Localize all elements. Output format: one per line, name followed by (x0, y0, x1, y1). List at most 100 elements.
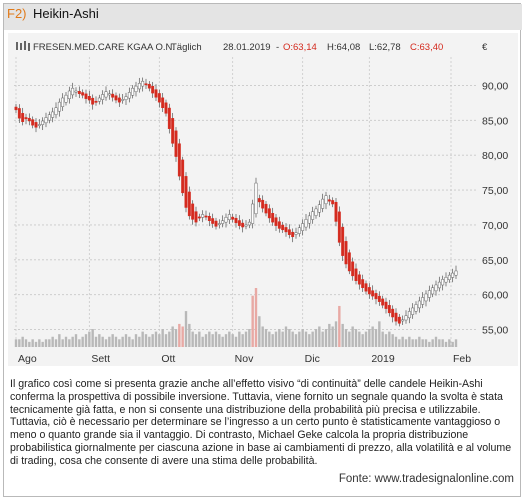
candle-down (181, 159, 185, 194)
volume-bar (394, 336, 398, 347)
info-close: C:63,40 (410, 42, 443, 53)
volume-bar (314, 329, 318, 347)
y-tick-label: 55,00 (482, 325, 508, 337)
volume-bar (338, 305, 341, 347)
volume-bar (98, 334, 101, 347)
candle-down (367, 287, 371, 295)
candle-up (137, 83, 141, 90)
volume-bar (444, 341, 448, 347)
volume-bar (111, 334, 114, 347)
candle-down (167, 107, 171, 129)
candle-down (144, 83, 148, 86)
candle-down (91, 97, 95, 105)
volume-bar (248, 329, 251, 347)
volume-bar (334, 321, 338, 347)
volume-bar (51, 336, 54, 347)
volume-bar (101, 336, 104, 347)
figure-label: F2) (7, 6, 27, 21)
candle-down (371, 290, 375, 297)
volume-bar (171, 326, 174, 347)
candle-down (241, 222, 245, 228)
candle-down (284, 227, 288, 233)
candle-up (421, 297, 425, 305)
candle-down (177, 143, 181, 177)
volume-bar (94, 336, 98, 347)
candle-up (67, 90, 71, 100)
candlestick-chart: FRESEN.MED.CARE KGAA O.N. Täglich 28.01.… (14, 41, 508, 365)
volume-bar (254, 288, 258, 347)
candle-up (74, 90, 78, 93)
candle-down (81, 92, 85, 96)
x-tick-label: Feb (453, 353, 471, 365)
volume-bar (158, 334, 161, 347)
info-interval: Täglich (171, 42, 202, 53)
volume-bar (198, 331, 201, 347)
volume-bar (184, 311, 188, 347)
candle-up (307, 215, 311, 224)
candle-down (31, 119, 35, 126)
candle-up (54, 107, 58, 115)
candle-up (121, 99, 125, 101)
volume-bar (194, 334, 198, 347)
volume-bar (298, 331, 301, 347)
info-open: O:63,14 (283, 42, 317, 53)
candle-up (41, 120, 45, 125)
candle-up (254, 182, 258, 215)
volume-bar (71, 336, 74, 347)
volume-bar (144, 334, 148, 347)
volume-bar (208, 331, 211, 347)
volume-bar (241, 334, 244, 347)
chart-grid (14, 57, 478, 349)
volume-bar (118, 339, 121, 347)
volume-bar (84, 334, 88, 347)
volume-bar (128, 336, 131, 347)
volume-bar (281, 331, 284, 347)
candle-down (174, 130, 178, 157)
candle-down (21, 113, 25, 122)
volume-bar (371, 326, 374, 347)
candle-down (14, 106, 18, 111)
candle-up (217, 223, 221, 225)
candle-up (127, 92, 131, 99)
candle-up (427, 290, 431, 298)
volume-bar (268, 331, 271, 347)
candle-up (221, 220, 225, 224)
y-tick-label: 60,00 (482, 290, 508, 302)
volume-bar (154, 331, 158, 347)
candle-down (394, 312, 398, 322)
currency-label: € (482, 42, 488, 53)
info-high: H:64,08 (327, 42, 360, 53)
volume-bar (288, 329, 291, 347)
volume-bar (401, 336, 404, 347)
candle-down (184, 176, 188, 208)
volume-bar (361, 334, 364, 347)
candle-up (297, 227, 301, 234)
candle-down (94, 100, 98, 103)
volume-bar (81, 336, 84, 347)
volume-bar (261, 326, 264, 347)
volume-bar (204, 334, 208, 347)
volume-bar (38, 339, 41, 347)
volume-bar (364, 331, 368, 347)
candle-up (454, 270, 458, 276)
volume-bar (434, 336, 438, 347)
candle-down (377, 295, 381, 302)
candle-down (291, 231, 295, 238)
candle-up (414, 304, 418, 312)
volume-bar (331, 326, 334, 347)
volume-bar (384, 334, 388, 347)
chart-info-icon (16, 41, 30, 51)
candle-up (424, 293, 428, 302)
volume-bar (211, 334, 214, 347)
candle-down (361, 279, 365, 288)
volume-bar (348, 331, 351, 347)
candle-down (147, 83, 151, 89)
candle-down (204, 215, 208, 218)
candle-up (134, 85, 138, 92)
volume-bar (134, 334, 138, 347)
candle-up (311, 211, 315, 220)
volume-bar (388, 331, 391, 347)
volume-bar (31, 339, 34, 347)
info-date: 28.01.2019 (223, 42, 271, 53)
volume-bar (454, 339, 458, 347)
